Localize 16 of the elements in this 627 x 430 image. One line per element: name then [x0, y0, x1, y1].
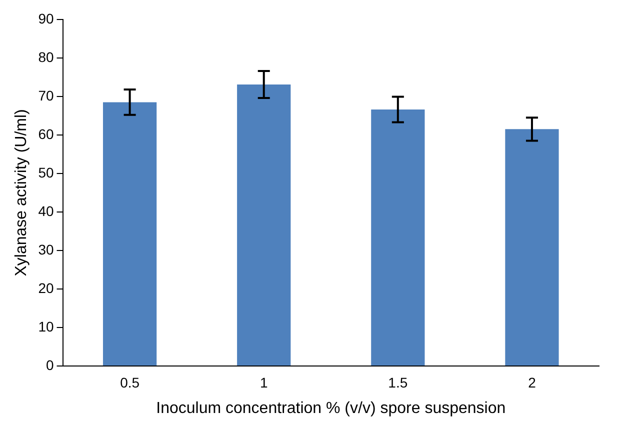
y-tick-label: 60 — [38, 126, 54, 142]
x-axis-title: Inoculum concentration % (v/v) spore suspension — [156, 400, 506, 417]
y-tick-label: 50 — [38, 164, 54, 180]
y-tick-label: 80 — [38, 48, 54, 65]
y-tick-label: 0 — [46, 356, 54, 373]
y-tick-label: 10 — [38, 318, 54, 334]
y-tick-label: 90 — [38, 10, 54, 26]
y-tick-label: 40 — [38, 202, 54, 219]
y-axis-title: Xylanase activity (U/ml) — [13, 109, 30, 276]
y-tick-label: 70 — [38, 87, 54, 104]
x-tick-label: 1 — [260, 374, 268, 390]
x-tick-label: 2 — [528, 374, 536, 390]
x-tick-label: 1.5 — [388, 374, 408, 390]
x-tick-label: 0.5 — [120, 374, 140, 390]
y-tick-label: 30 — [38, 241, 54, 258]
y-tick-label: 20 — [38, 280, 54, 296]
